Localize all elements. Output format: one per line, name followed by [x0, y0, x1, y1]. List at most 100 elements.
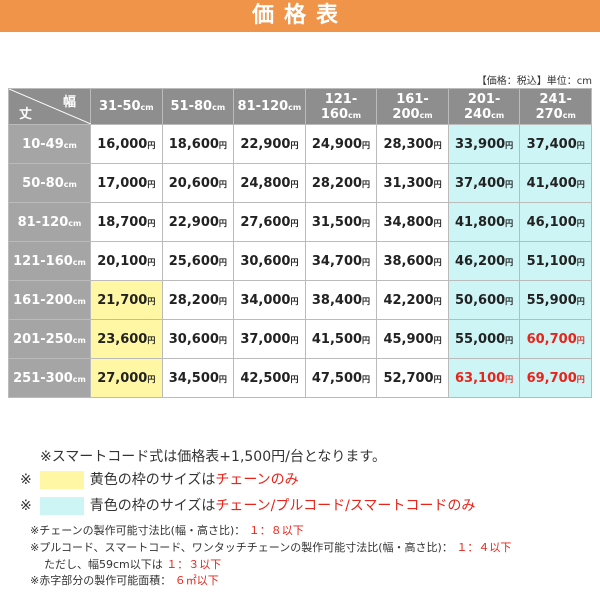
unit: cm: [140, 103, 154, 112]
price: 41,400: [526, 175, 577, 191]
row-range: 161-200: [13, 292, 73, 308]
currency: 円: [362, 179, 371, 189]
currency: 円: [576, 179, 585, 189]
row-header: 161-200cm: [8, 280, 91, 320]
text-red: １：４以下: [456, 541, 512, 554]
row-header: 50-80cm: [8, 163, 91, 203]
note: ※ 黄色の枠のサイズはチェーンのみ: [20, 469, 299, 489]
price-cell: 41,500円: [304, 319, 378, 359]
price: 18,700: [97, 214, 148, 230]
currency: 円: [218, 140, 227, 150]
unit: cm: [348, 110, 362, 120]
column-range: 31-50: [98, 99, 141, 114]
unit: cm: [63, 179, 77, 189]
currency: 円: [576, 335, 585, 345]
price-cell: 25,600円: [161, 241, 235, 281]
price-table: 幅丈 31-50cm 51-80cm 81-120cm 121-160cm 161-200…: [8, 88, 592, 398]
price-cell: 50,600円: [447, 280, 521, 320]
small-note: ※赤字部分の製作可能面積： ６㎡以下: [30, 572, 219, 588]
unit: cm: [72, 257, 86, 267]
text: ※赤字部分の製作可能面積：: [30, 574, 172, 587]
price-cell: 37,400円: [519, 124, 592, 164]
diagonal: [9, 89, 91, 124]
price: 21,700: [97, 292, 148, 308]
currency: 円: [218, 218, 227, 228]
currency: 円: [576, 140, 585, 150]
price: 20,600: [168, 175, 219, 191]
text-red: １：３以下: [166, 558, 222, 571]
currency: 円: [433, 335, 442, 345]
price-cell: 21,700円: [90, 280, 163, 320]
text-red: チェーンのみ: [215, 472, 299, 488]
row-range: 10-49: [22, 136, 64, 152]
price-cell: 22,900円: [233, 124, 306, 164]
price: 50,600: [455, 292, 506, 308]
currency: 円: [576, 374, 585, 384]
price: 31,300: [383, 175, 434, 191]
price: 51,100: [526, 253, 577, 269]
price: 37,400: [455, 175, 506, 191]
price-cell: 42,200円: [376, 280, 449, 320]
price-cell: 47,500円: [304, 358, 378, 398]
price-cell: 20,100円: [90, 241, 163, 281]
currency: 円: [147, 218, 156, 228]
small-note: ただし、幅59cm以下は １：３以下: [44, 556, 221, 572]
price: 22,900: [168, 214, 219, 230]
price-cell: 38,600円: [376, 241, 449, 281]
small-note: ※プルコード、スマートコード、ワンタッチチェーンの製作可能寸法比(幅・高さ比)：…: [30, 539, 511, 555]
mark: ※: [20, 498, 32, 514]
price: 30,600: [168, 331, 219, 347]
currency: 円: [147, 296, 156, 306]
corner-cell: 幅丈: [8, 88, 91, 125]
price-cell: 42,500円: [233, 358, 306, 398]
row: 10-49cm 16,000円 18,600円 22,900円 24,900円 28,30…: [8, 124, 592, 164]
title-bar: 価格表: [0, 0, 600, 32]
price-cell: 51,100円: [519, 241, 592, 281]
price: 63,100: [455, 370, 506, 386]
price: 60,700: [526, 331, 577, 347]
row-header: 10-49cm: [8, 124, 91, 164]
price-cell: 18,700円: [90, 202, 163, 242]
currency: 円: [576, 296, 585, 306]
currency: 円: [218, 296, 227, 306]
price: 25,600: [168, 253, 219, 269]
text: 青色の枠のサイズは: [89, 498, 216, 514]
price: 42,500: [240, 370, 291, 386]
price: 46,200: [455, 253, 506, 269]
price: 24,900: [311, 136, 363, 152]
price: 38,400: [311, 292, 363, 308]
currency: 円: [362, 296, 371, 306]
currency: 円: [362, 218, 371, 228]
unit: cm: [72, 296, 86, 306]
price-cell: 28,200円: [304, 163, 378, 203]
price: 52,700: [383, 370, 434, 386]
row: 251-300cm 27,000円 34,500円 42,500円 47,500円 52,…: [8, 358, 592, 398]
currency: 円: [218, 257, 227, 267]
column-header: 201-240cm: [447, 88, 521, 125]
currency: 円: [290, 257, 299, 267]
price: 38,600: [383, 253, 434, 269]
currency: 円: [147, 374, 156, 384]
currency: 円: [218, 374, 227, 384]
price: 27,600: [240, 214, 291, 230]
currency: 円: [505, 218, 514, 228]
price-cell: 63,100円: [447, 358, 521, 398]
price: 16,000: [97, 136, 148, 152]
text-red: チェーン/プルコード/スマートコードのみ: [215, 498, 476, 514]
row: 161-200cm 21,700円 28,200円 34,000円 38,400円 42,…: [8, 280, 592, 320]
price-cell: 55,000円: [447, 319, 521, 359]
column-range: 241-270: [535, 91, 572, 122]
row: 121-160cm 20,100円 25,600円 30,600円 34,700円 38,…: [8, 241, 592, 281]
unit: cm: [72, 374, 86, 384]
text: 黄色の枠のサイズは: [89, 472, 216, 488]
price-cell: 16,000円: [90, 124, 163, 164]
currency: 円: [505, 335, 514, 345]
price-cell: 34,700円: [304, 241, 378, 281]
mark: ※: [20, 472, 32, 488]
price-cell: 28,300円: [376, 124, 449, 164]
currency: 円: [290, 335, 299, 345]
price-cell: 20,600円: [161, 163, 235, 203]
price-cell: 18,600円: [161, 124, 235, 164]
row-header: 251-300cm: [8, 358, 91, 398]
